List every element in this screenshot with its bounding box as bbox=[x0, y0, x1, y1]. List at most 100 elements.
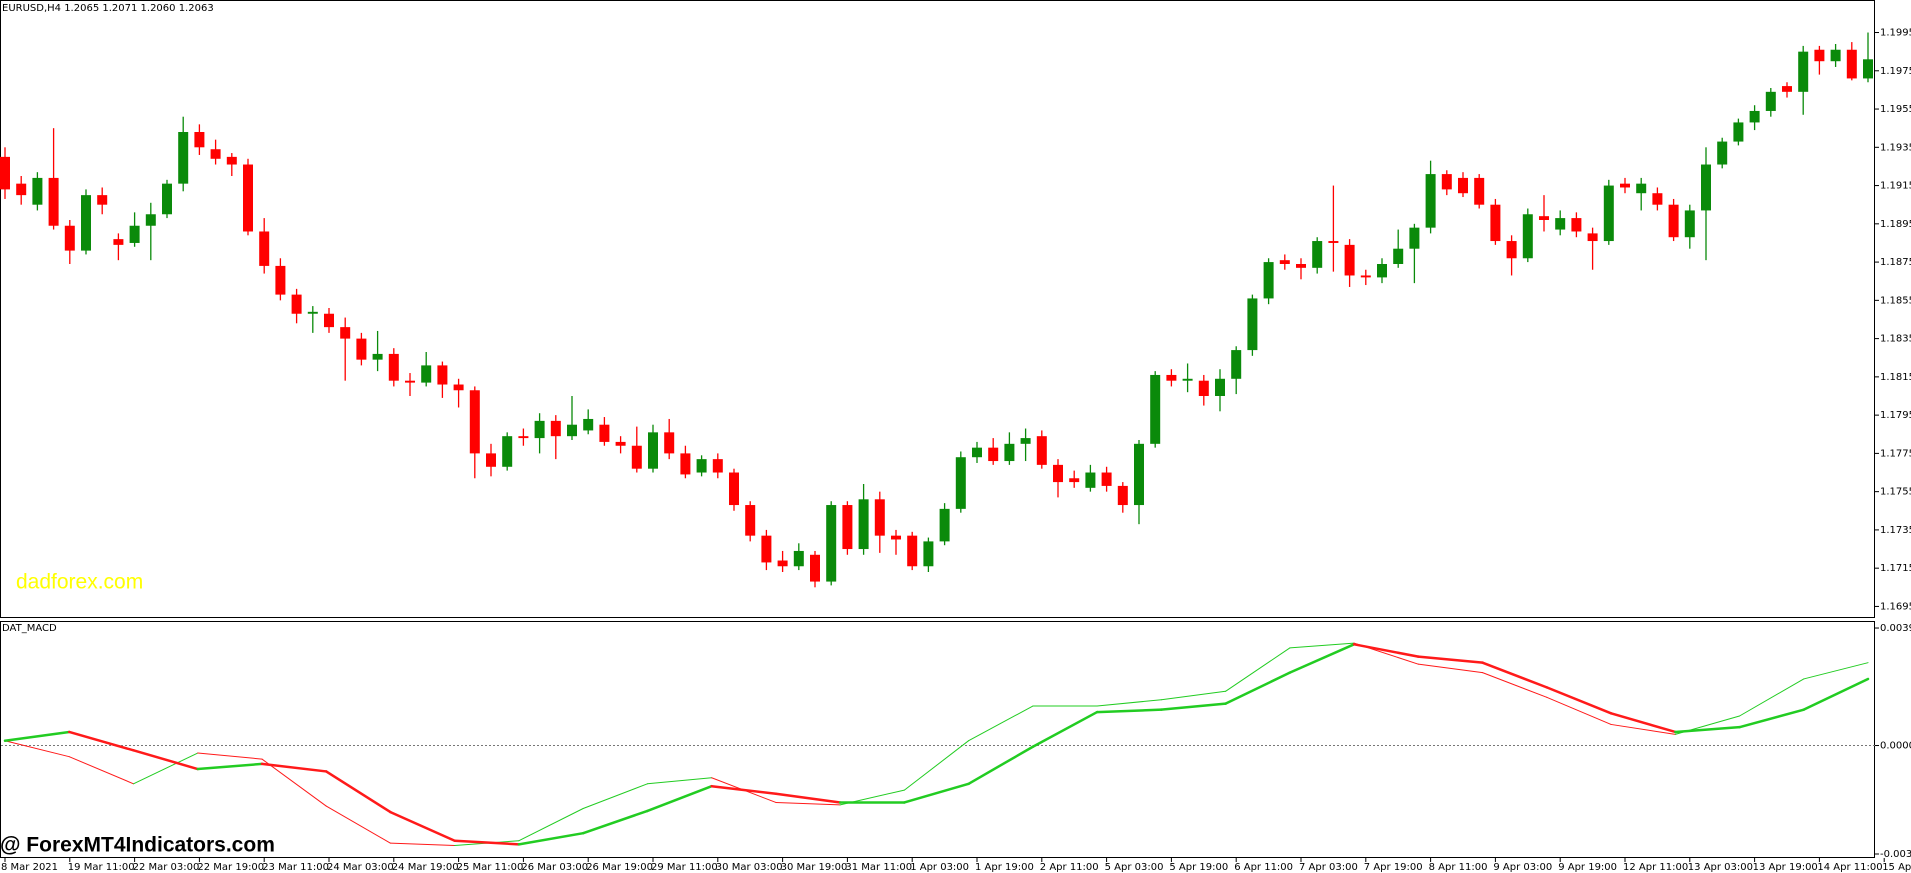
candle-body bbox=[1555, 218, 1566, 230]
candle-body bbox=[1636, 183, 1647, 194]
indicator-line bbox=[967, 745, 1035, 786]
candle-body bbox=[745, 505, 756, 536]
y-tick-label: 0.0039 bbox=[1880, 623, 1911, 634]
indicator-title: DAT_MACD bbox=[2, 623, 57, 634]
candle-body bbox=[891, 535, 901, 540]
candle-body bbox=[388, 353, 399, 381]
candle-body bbox=[712, 459, 723, 473]
indicator-line bbox=[1546, 696, 1612, 725]
indicator-line bbox=[1288, 643, 1356, 674]
candle-body bbox=[1296, 264, 1306, 268]
x-tick-label: 12 Apr 11:00 bbox=[1623, 862, 1688, 873]
indicator-frame bbox=[0, 621, 1875, 858]
x-tick-label: 31 Mar 11:00 bbox=[845, 862, 912, 873]
candle-body bbox=[162, 183, 172, 215]
candle-body bbox=[502, 436, 513, 467]
candle-body bbox=[81, 195, 91, 251]
candle-body bbox=[1522, 214, 1533, 259]
candle-body bbox=[486, 453, 496, 467]
y-tick-label: 1.1955 bbox=[1880, 104, 1911, 115]
indicator-line bbox=[582, 783, 648, 809]
candle-body bbox=[1798, 51, 1809, 92]
indicator-line bbox=[1352, 643, 1420, 658]
x-tick-label: 22 Mar 03:00 bbox=[133, 862, 200, 873]
candle-body bbox=[1134, 443, 1144, 506]
y-tick-label: 1.1795 bbox=[1880, 410, 1911, 421]
indicator-line bbox=[1802, 677, 1870, 711]
candle-body bbox=[1571, 218, 1582, 232]
candle-body bbox=[48, 177, 59, 226]
indicator-line bbox=[324, 770, 392, 814]
candle-body bbox=[1506, 241, 1517, 259]
y-tick-label: 1.1935 bbox=[1880, 142, 1911, 153]
candle-body bbox=[1101, 472, 1112, 486]
indicator-line bbox=[389, 810, 456, 842]
candle-body bbox=[194, 132, 205, 148]
x-tick-label: 1 Apr 03:00 bbox=[910, 862, 969, 873]
candle-body bbox=[1425, 174, 1436, 228]
x-tick-label: 9 Apr 19:00 bbox=[1558, 862, 1617, 873]
candle-body bbox=[97, 195, 108, 205]
indicator-line bbox=[196, 762, 264, 771]
candle-body bbox=[372, 353, 383, 360]
candle-body bbox=[1474, 177, 1485, 205]
indicator-line bbox=[903, 740, 970, 791]
x-tick-label: 29 Mar 11:00 bbox=[651, 862, 718, 873]
y-tick-label: 1.1735 bbox=[1880, 525, 1911, 536]
candle-body bbox=[1441, 174, 1452, 190]
candle-body bbox=[1587, 233, 1598, 242]
candle-body bbox=[291, 294, 302, 314]
indicator-line bbox=[1417, 663, 1484, 674]
y-tick-label: 1.1855 bbox=[1880, 295, 1911, 306]
candle-body bbox=[16, 183, 27, 196]
candle-body bbox=[1215, 378, 1225, 396]
candle-body bbox=[1652, 193, 1663, 205]
candle-body bbox=[972, 447, 982, 458]
y-tick-label: 1.1715 bbox=[1880, 563, 1911, 574]
candle-body bbox=[599, 424, 610, 442]
candle-body bbox=[907, 535, 918, 567]
y-tick-label: 1.1895 bbox=[1880, 219, 1911, 230]
x-tick-label: 6 Apr 11:00 bbox=[1234, 862, 1293, 873]
indicator-line bbox=[1482, 672, 1548, 698]
candle-body bbox=[664, 432, 675, 454]
candle-body bbox=[777, 560, 788, 567]
candle-body bbox=[923, 541, 934, 567]
candle-body bbox=[680, 453, 691, 475]
indicator-line bbox=[517, 831, 585, 846]
candle-body bbox=[1717, 141, 1728, 165]
candle-body bbox=[275, 265, 286, 295]
x-tick-label: 24 Mar 03:00 bbox=[327, 862, 394, 873]
x-tick-label: 22 Mar 19:00 bbox=[197, 862, 264, 873]
candle-body bbox=[583, 418, 594, 431]
candle-body bbox=[0, 156, 10, 190]
indicator-line bbox=[646, 784, 713, 813]
candle-body bbox=[469, 390, 480, 454]
candle-body bbox=[518, 436, 529, 439]
indicator-line bbox=[261, 758, 327, 807]
candle-body bbox=[1166, 374, 1177, 381]
candle-body bbox=[1684, 210, 1695, 238]
candle-body bbox=[761, 535, 772, 563]
indicator-line bbox=[4, 740, 70, 758]
candle-body bbox=[648, 432, 658, 469]
indicator-line bbox=[710, 784, 778, 795]
candle-body bbox=[842, 505, 853, 550]
candle-body bbox=[534, 420, 545, 439]
candle-body bbox=[1409, 227, 1420, 249]
candle-body bbox=[615, 441, 626, 446]
candle-body bbox=[1020, 438, 1031, 444]
candle-body bbox=[1069, 478, 1080, 483]
candle-body bbox=[1247, 298, 1258, 351]
indicator-line bbox=[1289, 642, 1355, 649]
candle-body bbox=[145, 214, 156, 226]
candle-body bbox=[1749, 110, 1760, 123]
x-tick-label: 13 Apr 19:00 bbox=[1753, 862, 1818, 873]
x-tick-label: 23 Mar 11:00 bbox=[262, 862, 329, 873]
candle-body bbox=[259, 231, 270, 266]
indicator-line bbox=[1224, 671, 1292, 705]
watermark: dadforex.com bbox=[16, 571, 143, 594]
candle-body bbox=[1458, 177, 1468, 194]
y-tick-label: 1.1835 bbox=[1880, 334, 1911, 345]
